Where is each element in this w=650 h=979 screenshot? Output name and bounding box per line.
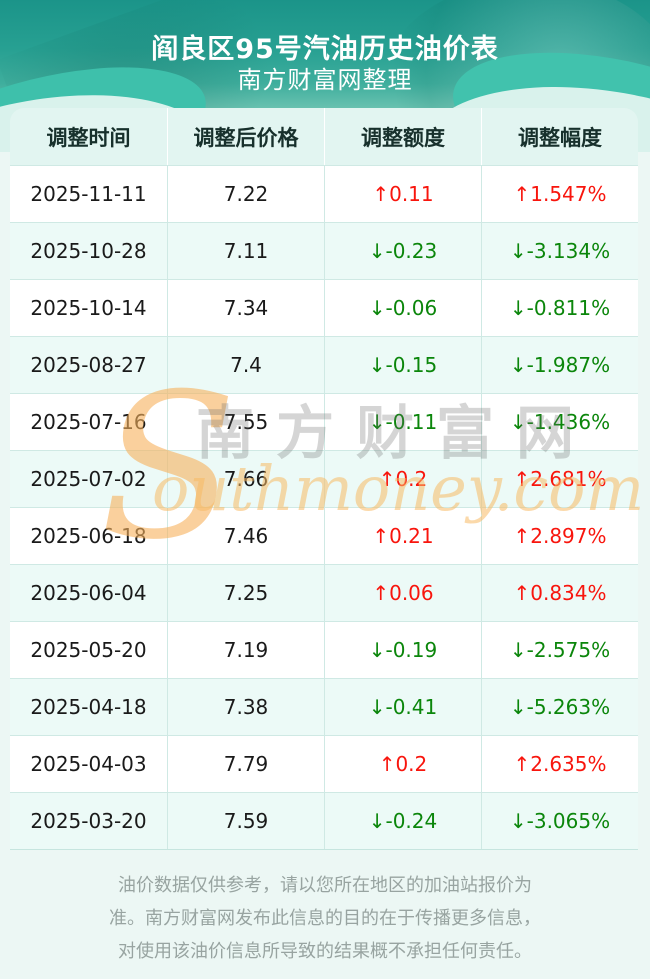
table-row: 2025-06-18 7.46 ↑0.21 ↑2.897% [10, 507, 638, 564]
cell-price: 7.19 [167, 622, 324, 678]
cell-price: 7.79 [167, 736, 324, 792]
page-title: 阎良区95号汽油历史油价表 [151, 34, 499, 65]
cell-date: 2025-06-04 [30, 581, 147, 605]
cell-date: 2025-05-20 [30, 638, 147, 662]
cell-price: 7.22 [167, 166, 324, 222]
cell-pct: ↑0.834% [481, 565, 638, 621]
table-row: 2025-03-20 7.59 ↓-0.24 ↓-3.065% [10, 792, 638, 849]
cell-price: 7.11 [167, 223, 324, 279]
cell-date: 2025-11-11 [30, 182, 147, 206]
cell-change: ↓-0.15 [324, 337, 481, 393]
cell-pct: ↓-2.575% [481, 622, 638, 678]
cell-price: 7.59 [167, 793, 324, 849]
column-header-change: 调整额度 [324, 108, 481, 165]
cell-pct: ↓-0.811% [481, 280, 638, 336]
cell-price: 7.46 [167, 508, 324, 564]
cell-date: 2025-03-20 [30, 809, 147, 833]
price-table: 调整时间 调整后价格 调整额度 调整幅度 2025-11-11 7.22 ↑0.11… [10, 108, 638, 850]
cell-change: ↑0.11 [324, 166, 481, 222]
disclaimer-line: 油价数据仅供参考，请以您所在地区的加油站报价为 [118, 875, 532, 896]
cell-pct: ↓-3.134% [481, 223, 638, 279]
cell-change: ↑0.2 [324, 451, 481, 507]
cell-change: ↑0.2 [324, 736, 481, 792]
cell-change: ↑0.21 [324, 508, 481, 564]
cell-date: 2025-10-14 [30, 296, 147, 320]
cell-change: ↓-0.41 [324, 679, 481, 735]
cell-date: 2025-04-18 [30, 695, 147, 719]
cell-date: 2025-10-28 [30, 239, 147, 263]
table-row: 2025-05-20 7.19 ↓-0.19 ↓-2.575% [10, 621, 638, 678]
cell-price: 7.34 [167, 280, 324, 336]
cell-date: 2025-06-18 [30, 524, 147, 548]
cell-pct: ↓-1.987% [481, 337, 638, 393]
table-row: 2025-07-16 7.55 ↓-0.11 ↓-1.436% [10, 393, 638, 450]
cell-change: ↑0.06 [324, 565, 481, 621]
cell-price: 7.4 [167, 337, 324, 393]
table-row: 2025-10-28 7.11 ↓-0.23 ↓-3.134% [10, 222, 638, 279]
cell-pct: ↓-3.065% [481, 793, 638, 849]
disclaimer-line: 对使用该油价信息所导致的结果概不承担任何责任。 [118, 941, 532, 962]
column-header-pct: 调整幅度 [481, 108, 638, 165]
cell-price: 7.66 [167, 451, 324, 507]
table-body: 2025-11-11 7.22 ↑0.11 ↑1.547% 2025-10-28 7.11… [10, 165, 638, 849]
table-row: 2025-08-27 7.4 ↓-0.15 ↓-1.987% [10, 336, 638, 393]
cell-pct: ↑1.547% [481, 166, 638, 222]
table-row: 2025-11-11 7.22 ↑0.11 ↑1.547% [10, 165, 638, 222]
cell-price: 7.25 [167, 565, 324, 621]
cell-date: 2025-08-27 [30, 353, 147, 377]
cell-change: ↓-0.24 [324, 793, 481, 849]
cell-price: 7.38 [167, 679, 324, 735]
cell-date: 2025-07-02 [30, 467, 147, 491]
cell-change: ↓-0.06 [324, 280, 481, 336]
cell-pct: ↑2.681% [481, 451, 638, 507]
table-row: 2025-07-02 7.66 ↑0.2 ↑2.681% [10, 450, 638, 507]
page-subtitle: 南方财富网整理 [237, 66, 413, 94]
cell-pct: ↓-5.263% [481, 679, 638, 735]
cell-date: 2025-07-16 [30, 410, 147, 434]
cell-change: ↓-0.19 [324, 622, 481, 678]
table-row: 2025-04-18 7.38 ↓-0.41 ↓-5.263% [10, 678, 638, 735]
table-row: 2025-10-14 7.34 ↓-0.06 ↓-0.811% [10, 279, 638, 336]
cell-change: ↓-0.23 [324, 223, 481, 279]
disclaimer-line: 准。南方财富网发布此信息的目的在于传播更多信息， [109, 908, 541, 929]
cell-change: ↓-0.11 [324, 394, 481, 450]
column-header-date: 调整时间 [46, 125, 131, 150]
cell-pct: ↑2.897% [481, 508, 638, 564]
disclaimer: 油价数据仅供参考，请以您所在地区的加油站报价为 准。南方财富网发布此信息的目的在… [0, 869, 650, 968]
column-header-price: 调整后价格 [167, 108, 324, 165]
table-row: 2025-06-04 7.25 ↑0.06 ↑0.834% [10, 564, 638, 621]
cell-price: 7.55 [167, 394, 324, 450]
table-row: 2025-04-03 7.79 ↑0.2 ↑2.635% [10, 735, 638, 792]
cell-pct: ↑2.635% [481, 736, 638, 792]
cell-pct: ↓-1.436% [481, 394, 638, 450]
cell-date: 2025-04-03 [30, 752, 147, 776]
table-header-row: 调整时间 调整后价格 调整额度 调整幅度 [10, 108, 638, 165]
